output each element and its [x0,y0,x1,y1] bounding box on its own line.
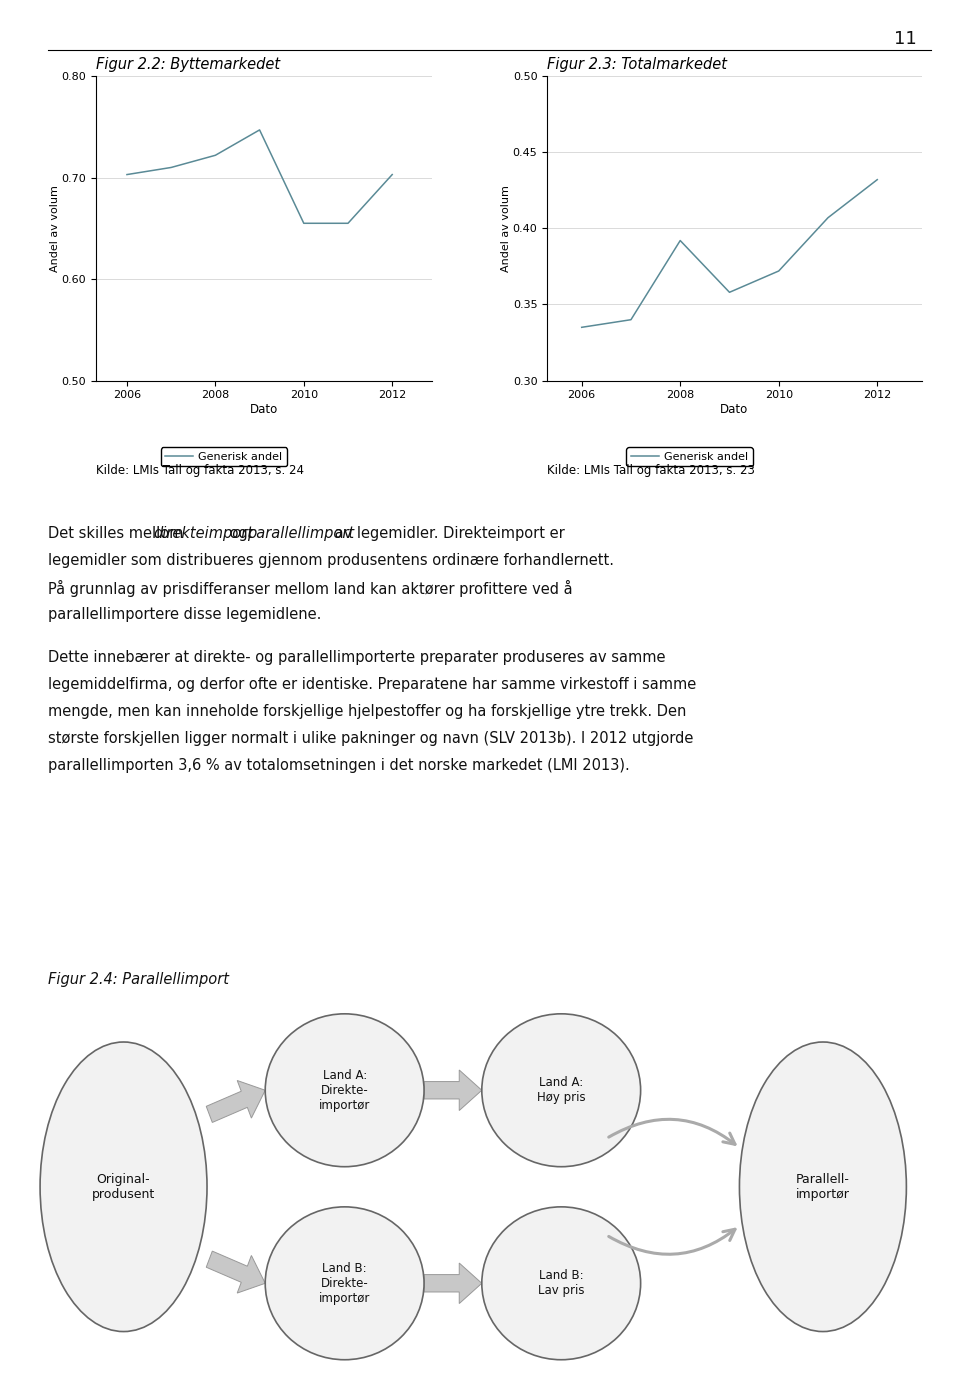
X-axis label: Dato: Dato [720,403,749,417]
Text: Parallell-
importør: Parallell- importør [796,1172,850,1201]
Text: På grunnlag av prisdifferanser mellom land kan aktører profittere ved å: På grunnlag av prisdifferanser mellom la… [48,580,572,597]
Legend: Generisk andel: Generisk andel [626,447,753,466]
Text: direkteimport: direkteimport [153,526,252,541]
Text: Figur 2.4: Parallellimport: Figur 2.4: Parallellimport [48,972,229,987]
Ellipse shape [40,1042,207,1331]
FancyArrow shape [206,1251,265,1293]
Text: Kilde: LMIs Tall og fakta 2013, s. 23: Kilde: LMIs Tall og fakta 2013, s. 23 [547,464,756,476]
FancyArrow shape [424,1264,482,1304]
Ellipse shape [265,1014,424,1167]
Text: legemidler som distribueres gjennom produsentens ordinære forhandlernett.: legemidler som distribueres gjennom prod… [48,552,614,567]
Ellipse shape [482,1014,640,1167]
Text: og: og [225,526,252,541]
Legend: Generisk andel: Generisk andel [160,447,287,466]
Text: største forskjellen ligger normalt i ulike pakninger og navn (SLV 2013b). I 2012: største forskjellen ligger normalt i uli… [48,731,693,746]
Text: Det skilles mellom: Det skilles mellom [48,526,188,541]
Text: parallellimporten 3,6 % av totalomsetningen i det norske markedet (LMI 2013).: parallellimporten 3,6 % av totalomsetnin… [48,758,630,774]
Text: Land B:
Direkte-
importør: Land B: Direkte- importør [319,1262,371,1305]
Text: mengde, men kan inneholde forskjellige hjelpestoffer og ha forskjellige ytre tre: mengde, men kan inneholde forskjellige h… [48,704,686,720]
Text: Land A:
Høy pris: Land A: Høy pris [537,1077,586,1104]
Ellipse shape [739,1042,906,1331]
Y-axis label: Andel av volum: Andel av volum [50,185,60,271]
Text: Original-
produsent: Original- produsent [92,1172,156,1201]
Text: Dette innebærer at direkte- og parallellimporterte preparater produseres av samm: Dette innebærer at direkte- og parallell… [48,650,665,666]
Text: Figur 2.3: Totalmarkedet: Figur 2.3: Totalmarkedet [547,57,728,72]
FancyArrow shape [424,1070,482,1110]
FancyArrow shape [206,1081,265,1122]
Text: Kilde: LMIs Tall og fakta 2013, s. 24: Kilde: LMIs Tall og fakta 2013, s. 24 [96,464,304,476]
Text: Land A:
Direkte-
importør: Land A: Direkte- importør [319,1068,371,1111]
Text: 11: 11 [894,30,917,48]
Text: parallellimport: parallellimport [247,526,354,541]
Text: legemiddelfirma, og derfor ofte er identiske. Preparatene har samme virkestoff i: legemiddelfirma, og derfor ofte er ident… [48,677,696,692]
Text: Land B:
Lav pris: Land B: Lav pris [538,1269,585,1297]
Text: av legemidler. Direkteimport er: av legemidler. Direkteimport er [329,526,564,541]
Ellipse shape [482,1207,640,1359]
Text: parallellimportere disse legemidlene.: parallellimportere disse legemidlene. [48,606,322,621]
Y-axis label: Andel av volum: Andel av volum [501,185,512,271]
Ellipse shape [265,1207,424,1359]
X-axis label: Dato: Dato [250,403,278,417]
Text: Figur 2.2: Byttemarkedet: Figur 2.2: Byttemarkedet [96,57,280,72]
